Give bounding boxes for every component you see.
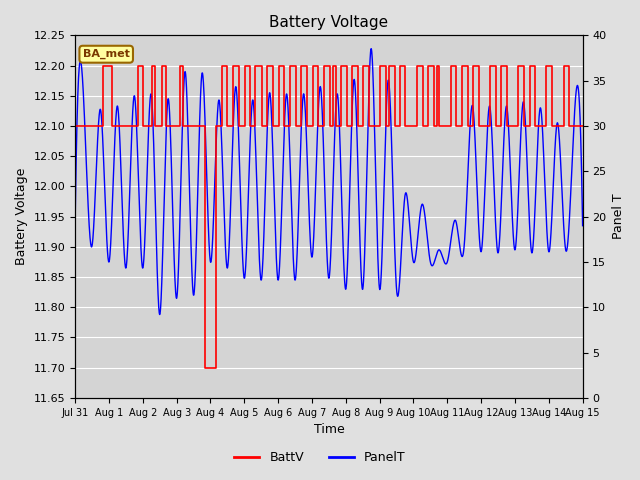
Text: BA_met: BA_met bbox=[83, 49, 130, 60]
Y-axis label: Battery Voltage: Battery Voltage bbox=[15, 168, 28, 265]
Y-axis label: Panel T: Panel T bbox=[612, 194, 625, 240]
Legend: BattV, PanelT: BattV, PanelT bbox=[229, 446, 411, 469]
X-axis label: Time: Time bbox=[314, 423, 344, 436]
Title: Battery Voltage: Battery Voltage bbox=[269, 15, 388, 30]
